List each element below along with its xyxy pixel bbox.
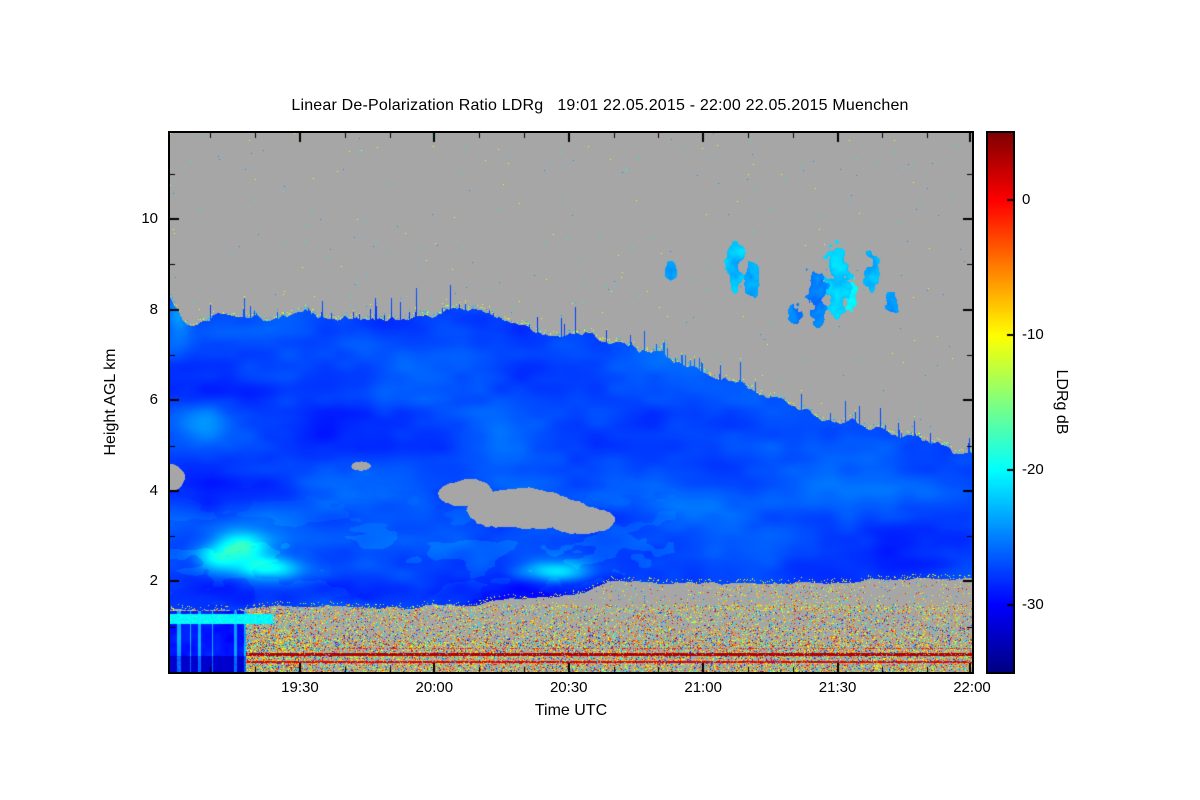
plot-area	[168, 131, 974, 674]
colorbar-canvas	[988, 133, 1013, 672]
x-tick-label-22:00: 22:00	[953, 679, 991, 696]
colorbar-tick-label--10: -10	[1022, 326, 1044, 344]
y-tick-label-4: 4	[149, 481, 158, 499]
heatmap-canvas	[170, 133, 972, 672]
x-tick-label-21:00: 21:00	[684, 679, 722, 696]
y-tick-label-8: 8	[149, 300, 158, 318]
x-tick-label-19:30: 19:30	[281, 679, 319, 696]
colorbar-tick-label--30: -30	[1022, 595, 1044, 613]
y-tick-label-10: 10	[141, 210, 158, 228]
y-tick-label-6: 6	[149, 391, 158, 409]
x-tick-label-21:30: 21:30	[818, 679, 857, 696]
colorbar-label: LDRg dB	[1053, 369, 1070, 435]
colorbar	[986, 131, 1015, 674]
colorbar-tick-label--20: -20	[1022, 460, 1044, 478]
colorbar-tick-label-0: 0	[1022, 191, 1031, 209]
x-axis-label: Time UTC	[534, 702, 608, 719]
x-tick-label-20:30: 20:30	[549, 679, 588, 696]
y-tick-label-2: 2	[149, 572, 158, 590]
x-tick-label-20:00: 20:00	[415, 679, 454, 696]
chart-title: Linear De-Polarization Ratio LDRg 19:01 …	[291, 97, 909, 114]
y-axis-label: Height AGL km	[102, 348, 119, 456]
